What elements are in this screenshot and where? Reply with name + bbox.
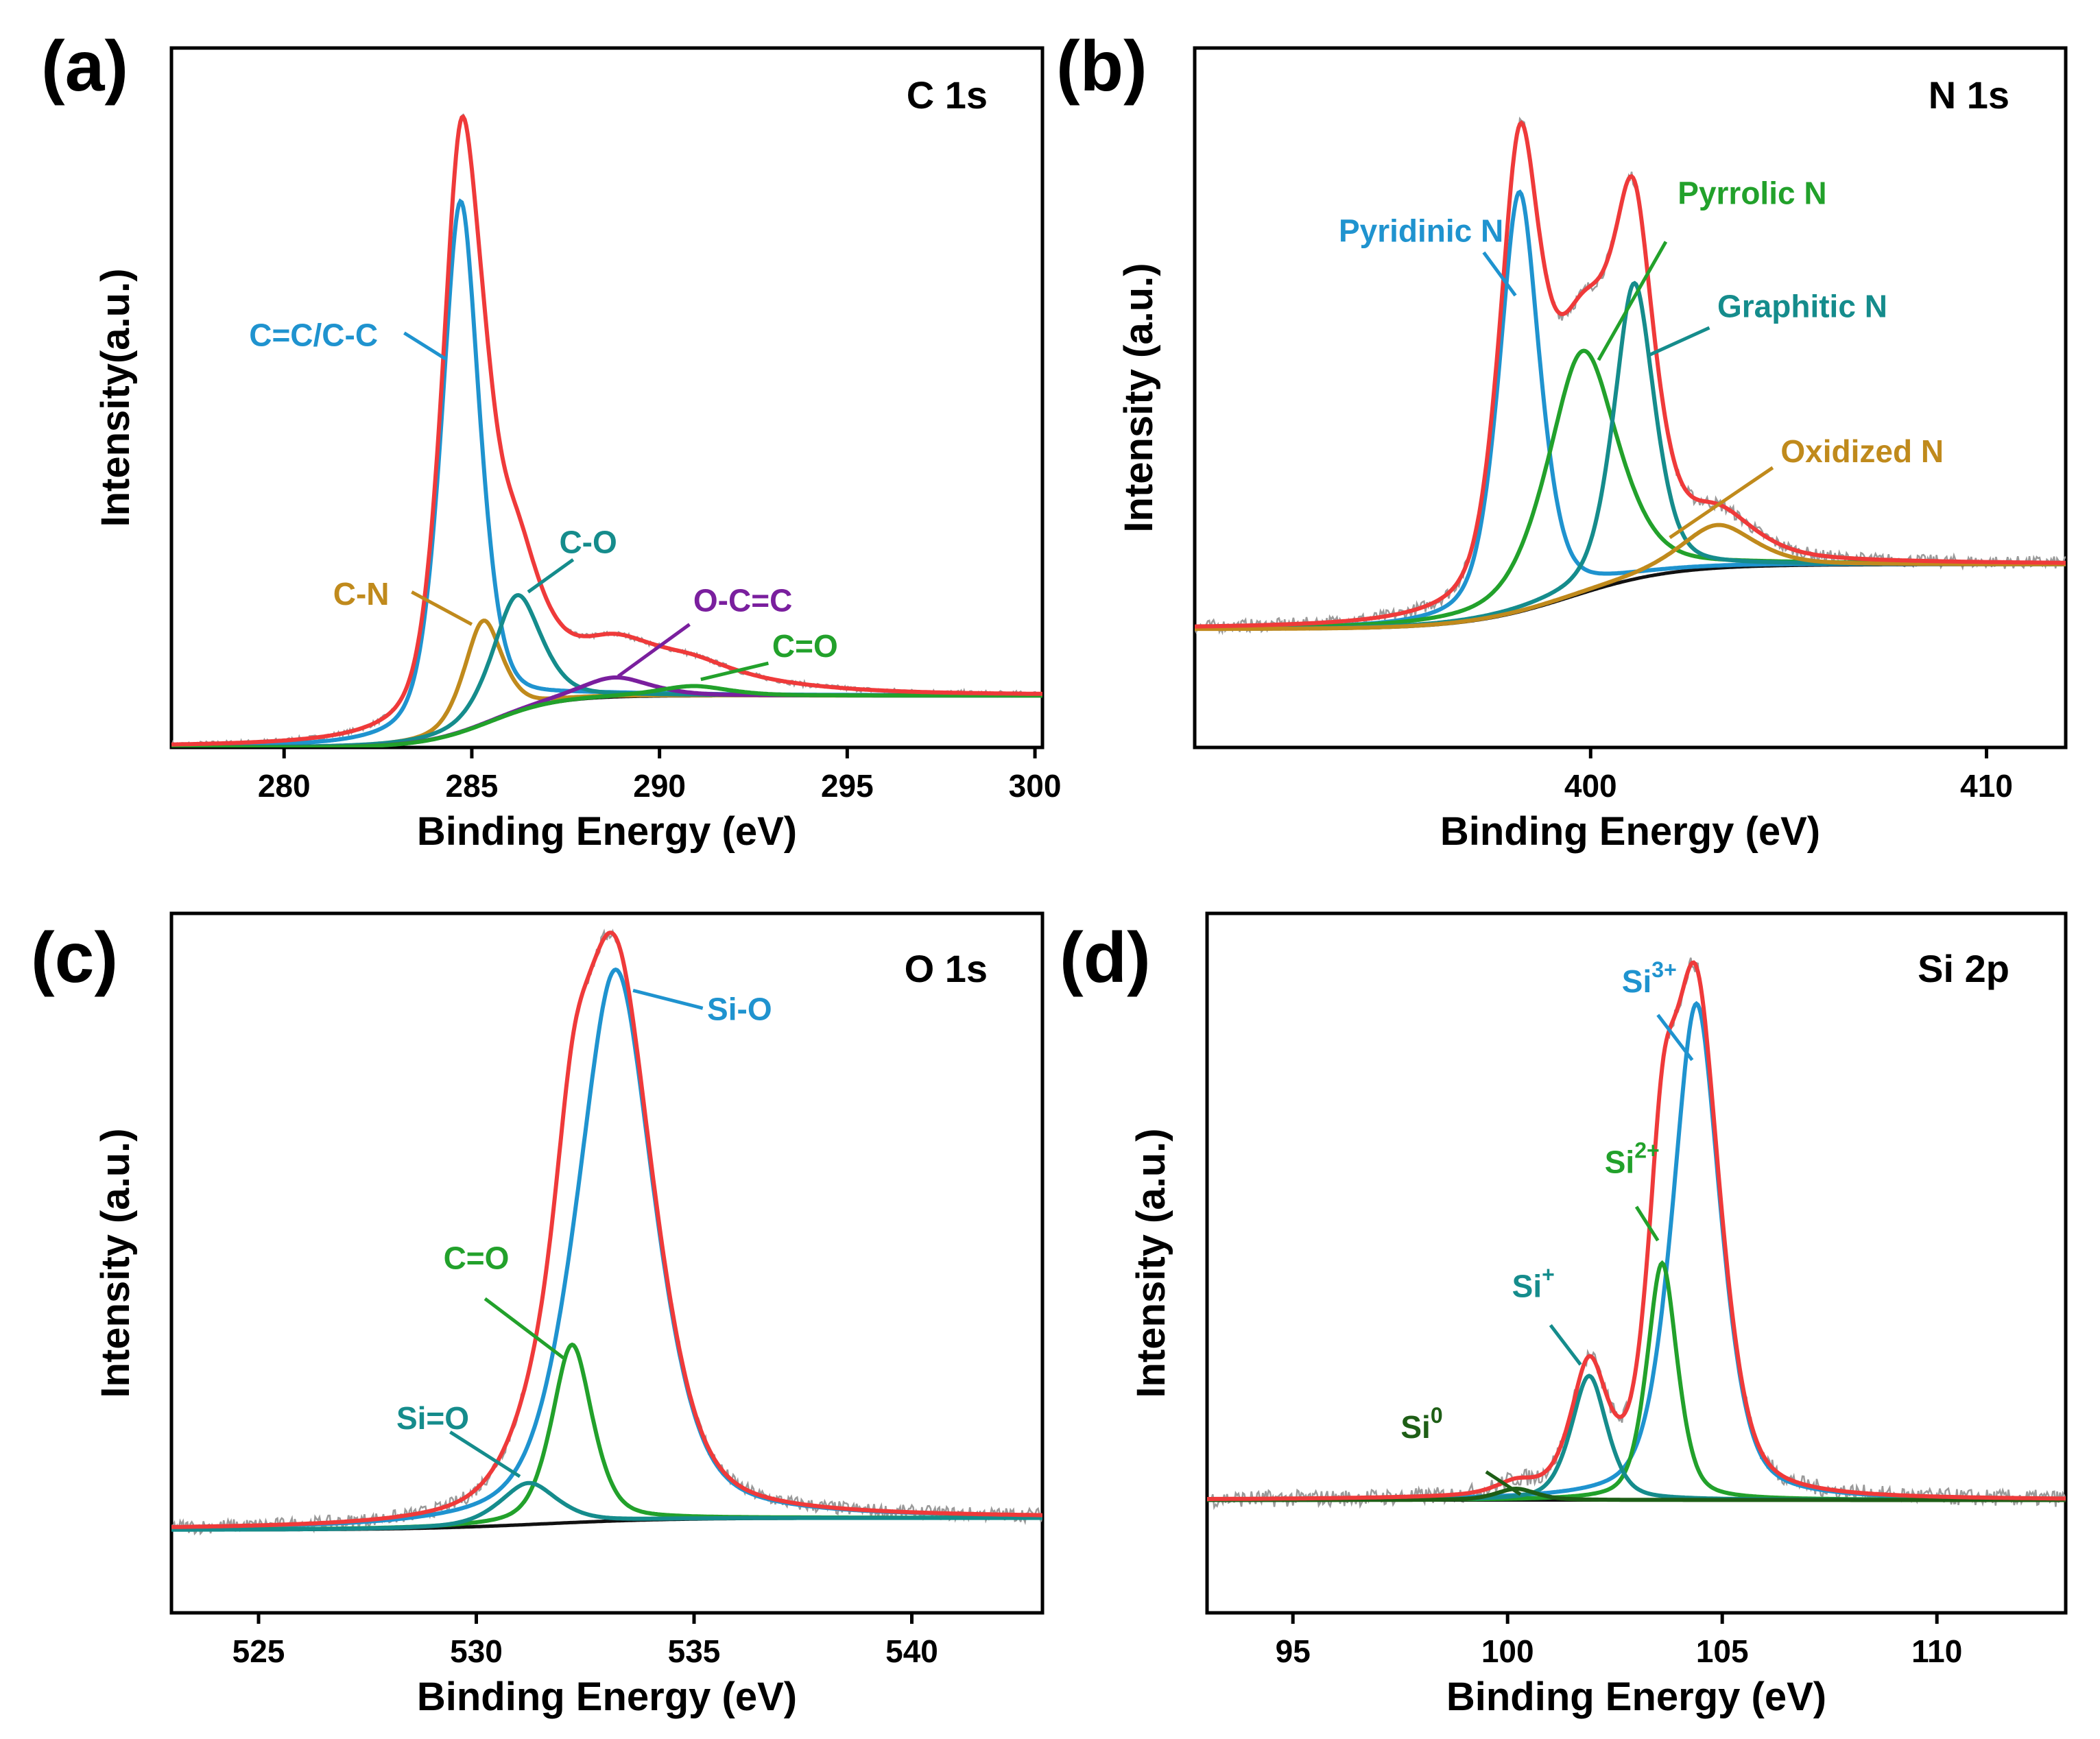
curves bbox=[171, 928, 1042, 1536]
peak-label: C-N bbox=[333, 576, 390, 612]
annotation-leader bbox=[1634, 1206, 1660, 1242]
spectrum-title: N 1s bbox=[1929, 73, 2009, 117]
panel-letter: (d) bbox=[1060, 918, 1151, 998]
component-c-o bbox=[171, 684, 1042, 747]
spectrum-title: Si 2p bbox=[1918, 947, 2009, 990]
y-axis-title: Intensity (a.u.) bbox=[1117, 263, 1161, 532]
raw-spectrum bbox=[1195, 116, 2066, 636]
envelope-fit bbox=[1207, 960, 2066, 1501]
x-tick-label: 285 bbox=[446, 768, 499, 804]
peak-label: Si+ bbox=[1512, 1262, 1555, 1304]
annotation-leader bbox=[1649, 326, 1710, 357]
panel-letter: (b) bbox=[1056, 27, 1147, 106]
x-tick-label: 295 bbox=[821, 768, 874, 804]
envelope-fit bbox=[171, 114, 1042, 747]
component-si-o bbox=[171, 967, 1042, 1530]
panel-a: (a) C 1s 280 285 290 295 300 Binding Energy (eV… bbox=[41, 27, 1061, 854]
raw-spectrum bbox=[171, 928, 1042, 1536]
panel-c: (c) O 1s 525 530 535 540 Binding Energy (eV) In… bbox=[31, 911, 1045, 1719]
panel-b: (b) N 1s 400 410 Binding Energy (eV) Intensit… bbox=[1056, 27, 2068, 854]
annotation-leader bbox=[1485, 1470, 1522, 1496]
x-tick-label: 530 bbox=[450, 1633, 503, 1669]
annotation-leader bbox=[632, 988, 704, 1010]
x-tick-label: 400 bbox=[1564, 768, 1617, 804]
spectrum-title: O 1s bbox=[905, 947, 988, 990]
x-tick-label: 95 bbox=[1276, 1633, 1311, 1669]
peak-label: O-C=C bbox=[693, 583, 792, 619]
x-tick-label: 410 bbox=[1960, 768, 2013, 804]
x-tick-label: 280 bbox=[258, 768, 311, 804]
component-c-n bbox=[171, 619, 1042, 747]
component-c-o bbox=[171, 1342, 1042, 1532]
peak-label: Pyrrolic N bbox=[1678, 176, 1826, 211]
peak-label: Graphitic N bbox=[1717, 288, 1887, 324]
curves bbox=[171, 113, 1042, 747]
peak-label: C=C/C-C bbox=[249, 317, 378, 352]
annotation-leader bbox=[1597, 241, 1668, 361]
peak-label: C=O bbox=[772, 628, 838, 664]
panel-d: (d) Si 2p 95 100 105 110 Binding Energy (eV) In… bbox=[1060, 911, 2068, 1719]
x-tick-label: 105 bbox=[1696, 1633, 1749, 1669]
annotation-leader bbox=[1669, 466, 1774, 540]
x-axis-title: Binding Energy (eV) bbox=[417, 1675, 797, 1719]
y-axis-title: Intensity (a.u.) bbox=[93, 1128, 138, 1398]
annotation-leader bbox=[1549, 1323, 1582, 1366]
peak-label: Pyridinic N bbox=[1339, 213, 1503, 248]
annotation-leader bbox=[527, 558, 575, 594]
component-pyrrolic-n bbox=[1195, 348, 2066, 630]
x-axis-title: Binding Energy (eV) bbox=[1440, 809, 1820, 854]
y-axis-title: Intensity(a.u.) bbox=[93, 268, 138, 527]
spectrum-title: C 1s bbox=[907, 73, 988, 117]
component-si2- bbox=[1207, 1260, 2066, 1502]
peak-label: Si-O bbox=[707, 992, 772, 1027]
annotation-leader bbox=[1656, 1014, 1694, 1062]
curves bbox=[1195, 116, 2066, 636]
x-tick-label: 525 bbox=[232, 1633, 285, 1669]
peak-label: Oxidized N bbox=[1780, 433, 1944, 469]
annotation-leader bbox=[411, 590, 473, 626]
x-tick-label: 290 bbox=[633, 768, 686, 804]
envelope-fit bbox=[1195, 120, 2066, 629]
annotation-leader bbox=[449, 1430, 521, 1478]
peak-label: Si0 bbox=[1400, 1403, 1442, 1445]
raw-spectrum bbox=[171, 113, 1042, 747]
peak-label: C-O bbox=[559, 525, 617, 560]
plot-frame bbox=[169, 46, 1045, 749]
panel-letter: (a) bbox=[41, 27, 128, 106]
x-axis-title: Binding Energy (eV) bbox=[1446, 1675, 1826, 1719]
annotation-leader bbox=[700, 661, 769, 682]
peak-label: Si=O bbox=[396, 1400, 469, 1436]
x-tick-label: 100 bbox=[1481, 1633, 1534, 1669]
panel-letter: (c) bbox=[31, 918, 118, 998]
envelope-fit bbox=[171, 931, 1042, 1529]
x-tick-label: 110 bbox=[1911, 1633, 1962, 1669]
annotation-leader bbox=[1482, 251, 1517, 297]
annotation-leader bbox=[617, 623, 691, 678]
component-c-c-c-c bbox=[171, 198, 1042, 747]
curves bbox=[1207, 957, 2066, 1511]
plot-frame bbox=[1205, 911, 2068, 1615]
plot-frame bbox=[1193, 46, 2068, 749]
component-si-o bbox=[171, 1480, 1042, 1532]
component-c-o bbox=[171, 592, 1042, 747]
x-tick-label: 300 bbox=[1009, 768, 1062, 804]
annotation-leader bbox=[484, 1297, 565, 1360]
x-axis-title: Binding Energy (eV) bbox=[417, 809, 797, 854]
plot-frame bbox=[169, 911, 1045, 1615]
peak-label: Si2+ bbox=[1605, 1138, 1660, 1179]
annotation-leader bbox=[403, 331, 446, 361]
component-oxidized-n bbox=[1195, 523, 2066, 632]
peak-label: C=O bbox=[444, 1240, 510, 1276]
x-tick-label: 540 bbox=[885, 1633, 938, 1669]
y-axis-title: Intensity (a.u.) bbox=[1129, 1128, 1173, 1398]
peak-label: Si3+ bbox=[1622, 957, 1677, 999]
x-tick-label: 535 bbox=[668, 1633, 721, 1669]
